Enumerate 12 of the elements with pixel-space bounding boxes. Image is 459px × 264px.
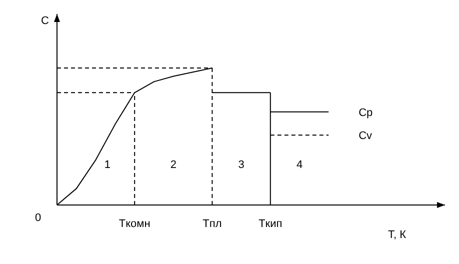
x-axis-title: T, К bbox=[388, 229, 407, 241]
x-tick-label: Tкип bbox=[258, 218, 282, 230]
x-tick-label: Tкомн bbox=[118, 218, 150, 230]
text: 0 bbox=[35, 212, 42, 224]
text: Cp bbox=[358, 106, 373, 119]
annotation: 1 bbox=[104, 159, 111, 172]
y-axis-title: C bbox=[41, 15, 49, 27]
x-tick-label: Tпл bbox=[202, 218, 222, 230]
annotation: 3 bbox=[238, 159, 244, 172]
text: Cv bbox=[358, 130, 373, 142]
annotation: 4 bbox=[296, 159, 303, 172]
annotation: 2 bbox=[170, 159, 176, 172]
